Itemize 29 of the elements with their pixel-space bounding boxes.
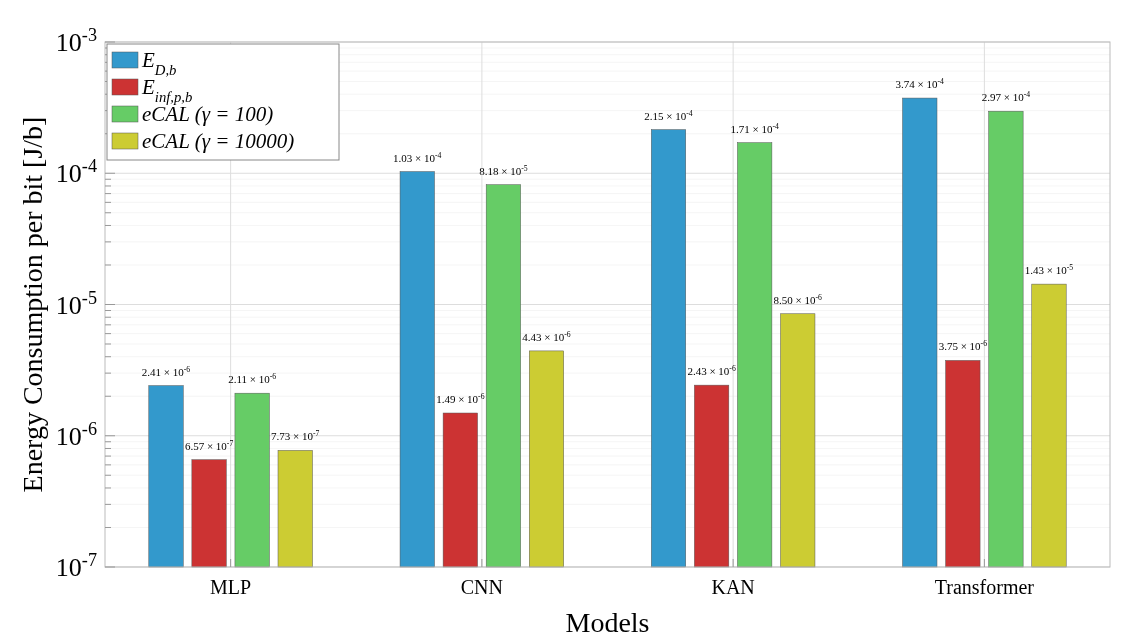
- data-label: 1.43 × 10$^{-5}$: [1024, 262, 1074, 277]
- data-label: 2.41 × 10$^{-6}$: [141, 364, 191, 378]
- y-axis-title: Energy Consumption per bit [J/b]: [17, 116, 48, 493]
- y-tick-label: 10$^{-6}$: [55, 418, 97, 451]
- y-tick-label: 10$^{-4}$: [55, 156, 97, 189]
- y-tick-label: 10$^{-7}$: [55, 550, 97, 582]
- x-tick-label: MLP: [210, 576, 252, 598]
- legend-label: eCAL (γ = 10000): [142, 129, 295, 153]
- data-label: 6.57 × 10$^{-7}$: [184, 438, 234, 452]
- data-label: 2.11 × 10$^{-6}$: [228, 371, 277, 386]
- data-label: 1.49 × 10$^{-6}$: [436, 391, 485, 406]
- data-label: 2.15 × 10$^{-4}$: [644, 108, 693, 122]
- x-tick-label: CNN: [460, 576, 503, 598]
- data-label: 4.43 × 10$^{-6}$: [522, 329, 571, 343]
- data-label: 2.97 × 10$^{-4}$: [981, 89, 1031, 104]
- y-tick-label: 10$^{-3}$: [55, 25, 97, 57]
- data-label: 3.74 × 10$^{-4}$: [895, 76, 945, 91]
- x-tick-label: Transformer: [934, 576, 1035, 598]
- data-label: 7.73 × 10$^{-7}$: [271, 428, 320, 443]
- x-tick-label: KAN: [711, 576, 755, 598]
- y-tick-label: 10$^{-5}$: [55, 287, 97, 320]
- data-label: 2.43 × 10$^{-6}$: [687, 363, 736, 378]
- data-label: 3.75 × 10$^{-6}$: [938, 338, 988, 353]
- data-label: 1.71 × 10$^{-4}$: [730, 121, 779, 135]
- legend-label: E$_{D,b}$: [141, 48, 177, 78]
- data-label: 8.50 × 10$^{-6}$: [773, 292, 823, 306]
- data-label: 1.03 × 10$^{-4}$: [393, 150, 442, 164]
- x-axis-title: Models: [565, 607, 650, 638]
- data-label: 8.18 × 10$^{-5}$: [479, 163, 528, 177]
